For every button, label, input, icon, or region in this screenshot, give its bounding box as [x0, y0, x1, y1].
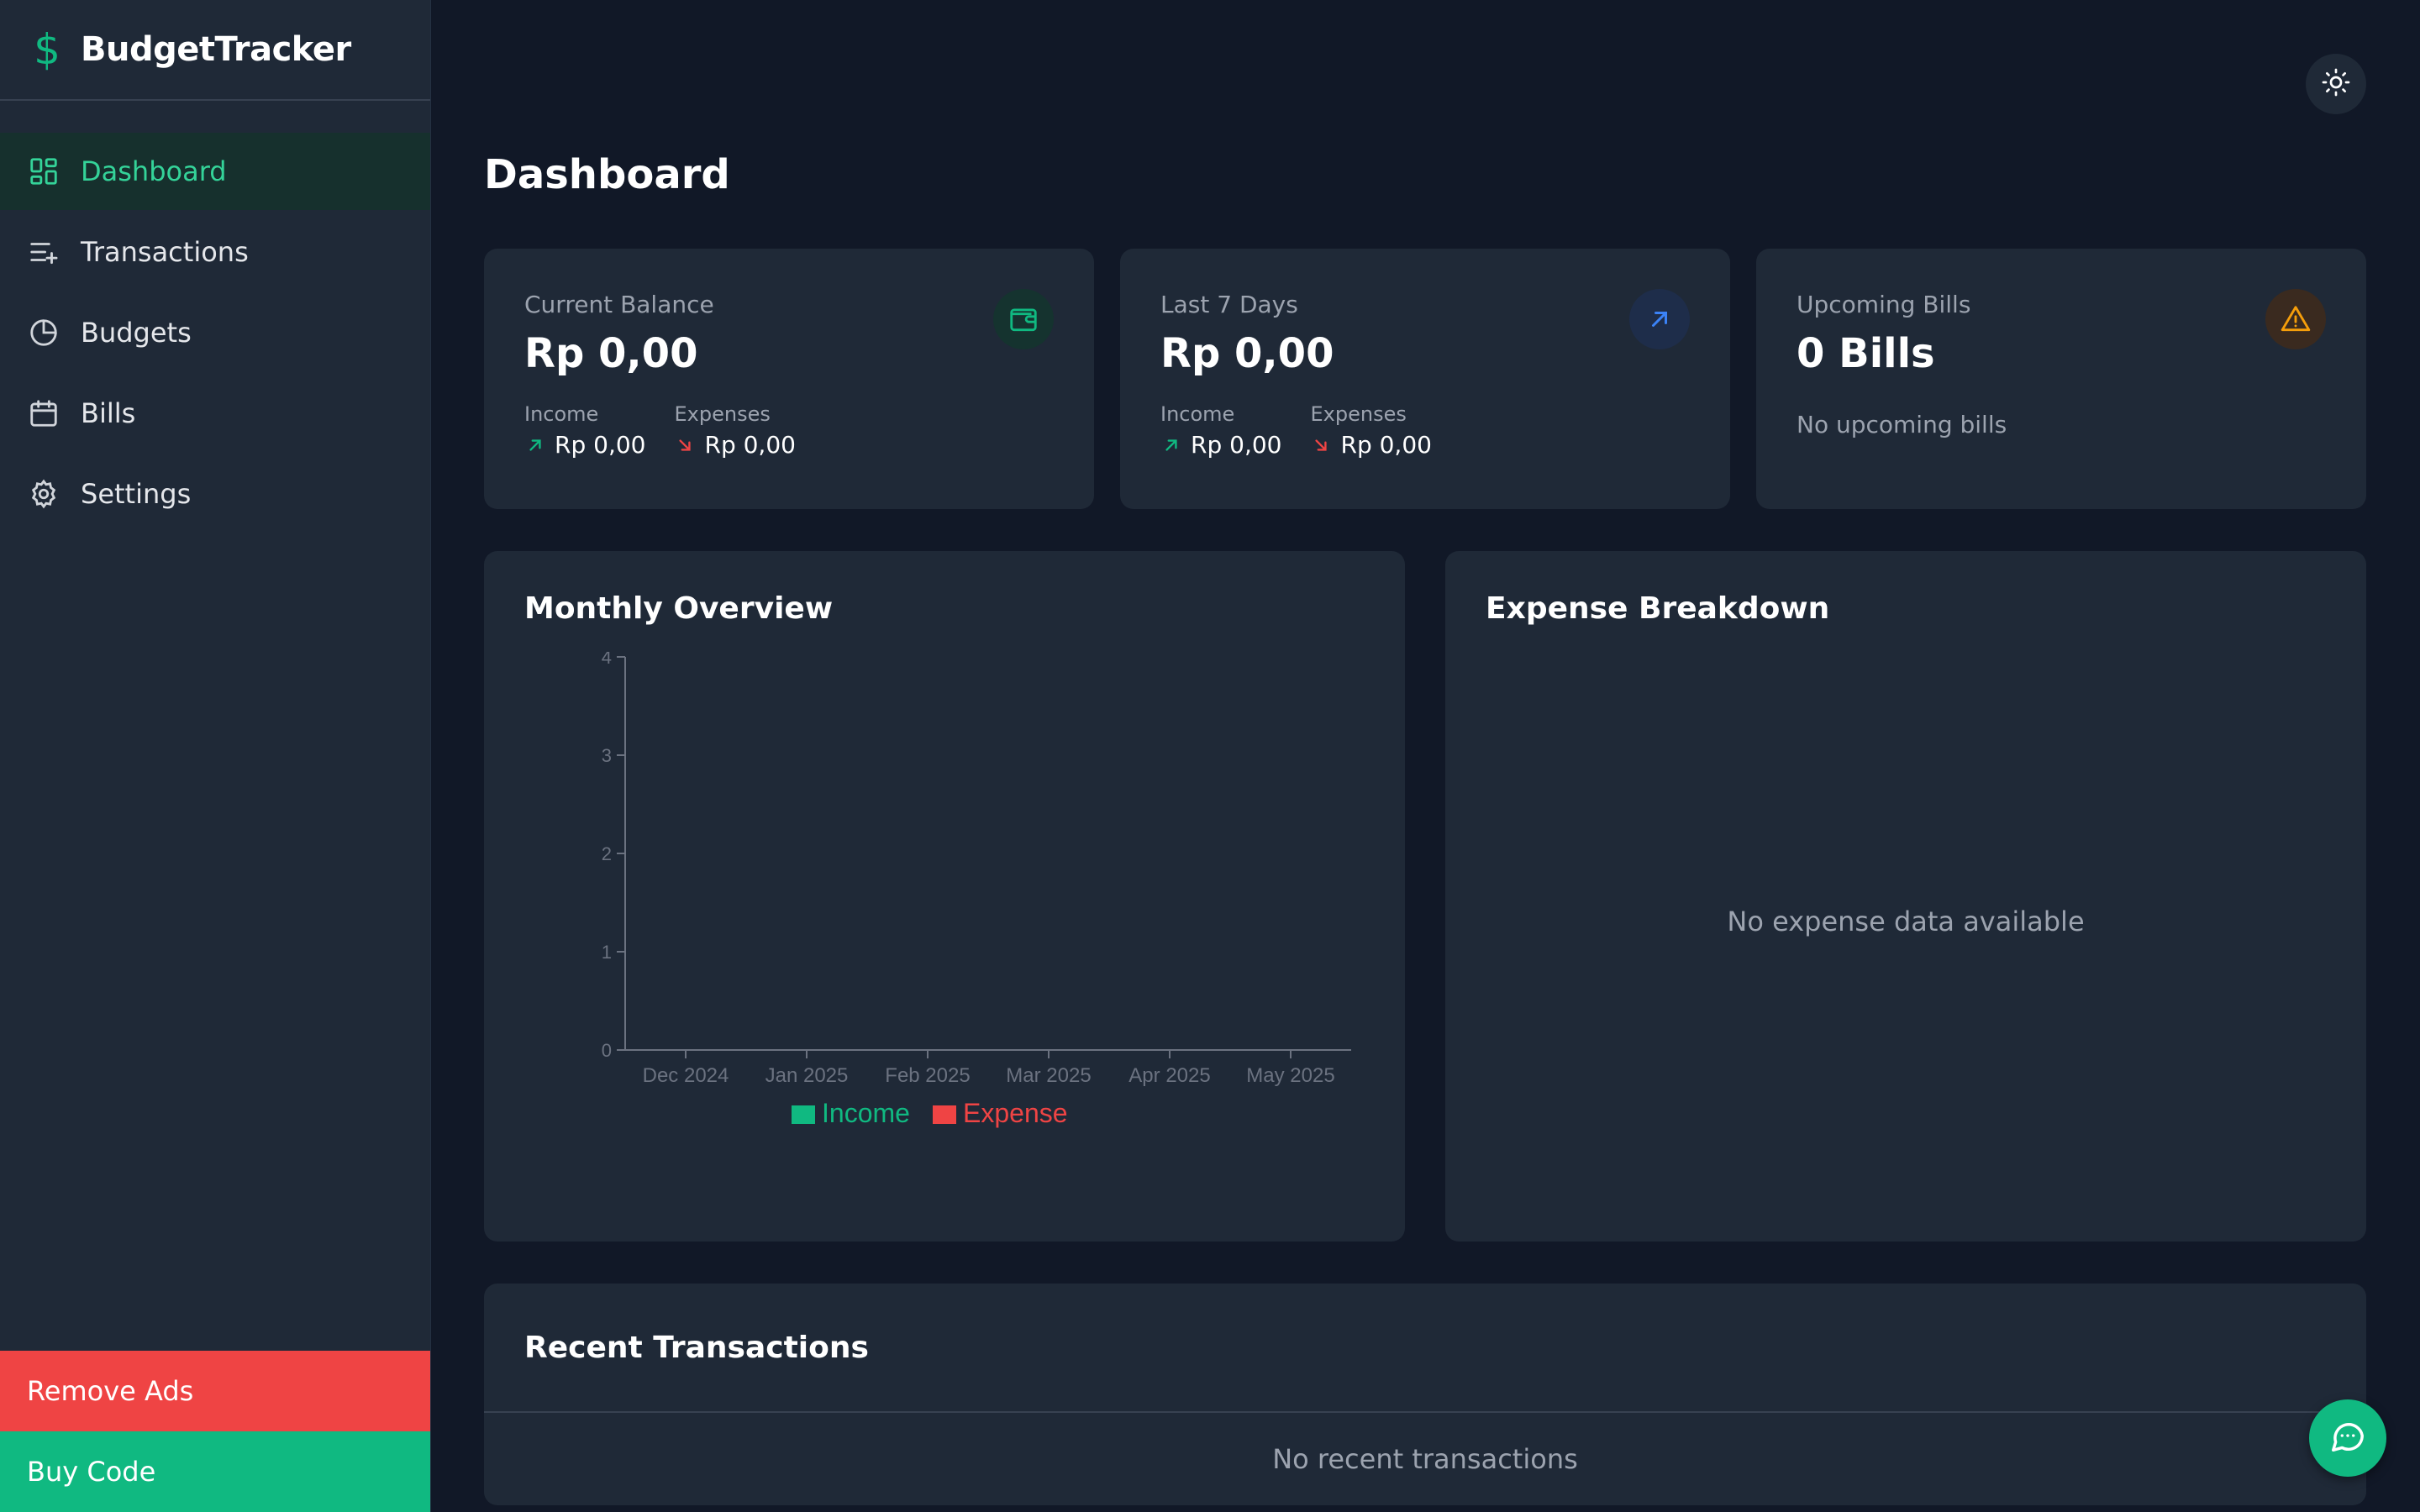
warning-icon	[2265, 289, 2326, 349]
sidebar-item-label: Settings	[81, 478, 192, 510]
sidebar-item-bills[interactable]: Bills	[0, 375, 430, 452]
monthly-overview-chart: 0 1 2 3 4 Dec 2024 Jan 2025 Feb 2025 Mar 2025 Apr…	[602, 652, 1351, 1128]
legend-label: Income	[822, 1098, 910, 1128]
expense-value-row: Rp 0,00	[1310, 431, 1432, 459]
theme-toggle-button[interactable]	[2306, 54, 2366, 114]
card-value: Rp 0,00	[1160, 330, 1334, 377]
gear-icon	[27, 477, 60, 511]
sidebar-item-label: Dashboard	[81, 155, 227, 187]
card-label: Upcoming Bills	[1797, 291, 1971, 318]
panel-title: Monthly Overview	[524, 591, 834, 626]
sidebar-item-settings[interactable]: Settings	[0, 455, 430, 533]
expense-label: Expenses	[674, 402, 771, 426]
balance-card: Current Balance Rp 0,00 Income Rp 0,00 E…	[484, 249, 1094, 509]
income-value: Rp 0,00	[555, 431, 646, 459]
page-title: Dashboard	[484, 151, 730, 198]
legend-label: Expense	[963, 1098, 1068, 1128]
card-label: Current Balance	[524, 291, 714, 318]
empty-state: No recent transactions	[1272, 1443, 1578, 1475]
income-summary: Income Rp 0,00	[1160, 402, 1281, 459]
expense-summary: Expenses Rp 0,00	[674, 402, 795, 459]
brand: $ BudgetTracker	[0, 0, 430, 101]
arrow-down-right-icon	[1315, 438, 1328, 451]
expense-value: Rp 0,00	[1340, 431, 1432, 459]
dollar-icon: $	[34, 25, 60, 74]
x-tick-label: Jan 2025	[765, 1064, 849, 1087]
y-tick-label: 3	[602, 745, 612, 766]
dashboard-icon	[27, 155, 60, 188]
recent-transactions-card: Recent Transactions No recent transactio…	[484, 1284, 2366, 1505]
sidebar-item-label: Bills	[81, 397, 136, 429]
chat-icon	[2328, 1417, 2367, 1459]
sun-icon	[2321, 67, 2351, 101]
sidebar-item-budgets[interactable]: Budgets	[0, 294, 430, 371]
arrow-up-right-icon	[1629, 289, 1690, 349]
sidebar-item-dashboard[interactable]: Dashboard	[0, 133, 430, 210]
sidebar-item-label: Budgets	[81, 317, 192, 349]
x-tick-label: May 2025	[1246, 1064, 1334, 1087]
expense-label: Expenses	[1310, 402, 1407, 426]
bills-note: No upcoming bills	[1797, 411, 2007, 438]
income-value: Rp 0,00	[1191, 431, 1282, 459]
y-tick-label: 0	[602, 1040, 612, 1061]
transactions-icon	[27, 235, 60, 269]
y-tick-label: 4	[602, 652, 612, 668]
legend-swatch	[792, 1105, 815, 1124]
upcoming-bills-card: Upcoming Bills 0 Bills No upcoming bills	[1756, 249, 2366, 509]
wallet-icon	[993, 289, 1054, 349]
sidebar-item-label: Transactions	[81, 236, 249, 268]
card-value: Rp 0,00	[524, 330, 698, 377]
arrow-up-right-icon	[529, 438, 541, 451]
y-tick-label: 2	[602, 843, 612, 864]
y-tick-label: 1	[602, 942, 612, 963]
expense-breakdown-card: Expense Breakdown No expense data availa…	[1445, 551, 2366, 1242]
income-label: Income	[524, 402, 599, 426]
x-tick-label: Feb 2025	[885, 1064, 970, 1087]
card-breakdown: Income Rp 0,00 Expenses Rp 0,00	[1160, 402, 1690, 459]
expense-value: Rp 0,00	[704, 431, 796, 459]
arrow-down-right-icon	[679, 438, 692, 451]
app-title: BudgetTracker	[81, 30, 351, 69]
card-breakdown: Income Rp 0,00 Expenses Rp 0,00	[524, 402, 1054, 459]
last-7-days-card: Last 7 Days Rp 0,00 Income Rp 0,00 Expen…	[1120, 249, 1730, 509]
x-tick-label: Dec 2024	[643, 1064, 729, 1087]
sidebar: $ BudgetTracker Dashboard Transactions B…	[0, 0, 431, 1512]
expense-summary: Expenses Rp 0,00	[1310, 402, 1431, 459]
calendar-icon	[27, 396, 60, 430]
buy-code-button[interactable]: Buy Code	[0, 1431, 430, 1512]
chat-button[interactable]	[2309, 1399, 2386, 1477]
arrow-up-right-icon	[1165, 438, 1177, 451]
x-tick-label: Apr 2025	[1128, 1064, 1210, 1087]
income-value-row: Rp 0,00	[1160, 431, 1281, 459]
card-value: 0 Bills	[1797, 330, 1935, 377]
remove-ads-button[interactable]: Remove Ads	[0, 1351, 430, 1431]
empty-state: No expense data available	[1727, 906, 2085, 937]
card-label: Last 7 Days	[1160, 291, 1298, 318]
sidebar-item-transactions[interactable]: Transactions	[0, 213, 430, 291]
x-tick-label: Mar 2025	[1006, 1064, 1091, 1087]
expense-value-row: Rp 0,00	[674, 431, 796, 459]
income-value-row: Rp 0,00	[524, 431, 645, 459]
legend-swatch	[933, 1105, 956, 1124]
income-summary: Income Rp 0,00	[524, 402, 645, 459]
sidebar-nav: Dashboard Transactions Budgets Bills Set…	[0, 133, 430, 533]
panel-title: Recent Transactions	[524, 1331, 869, 1365]
income-label: Income	[1160, 402, 1235, 426]
divider	[484, 1411, 2366, 1413]
panel-title: Expense Breakdown	[1486, 591, 1830, 626]
monthly-overview-card: Monthly Overview 0 1 2 3 4 Dec 2024 Jan 2025 Fe…	[484, 551, 1405, 1242]
pie-chart-icon	[27, 316, 60, 349]
